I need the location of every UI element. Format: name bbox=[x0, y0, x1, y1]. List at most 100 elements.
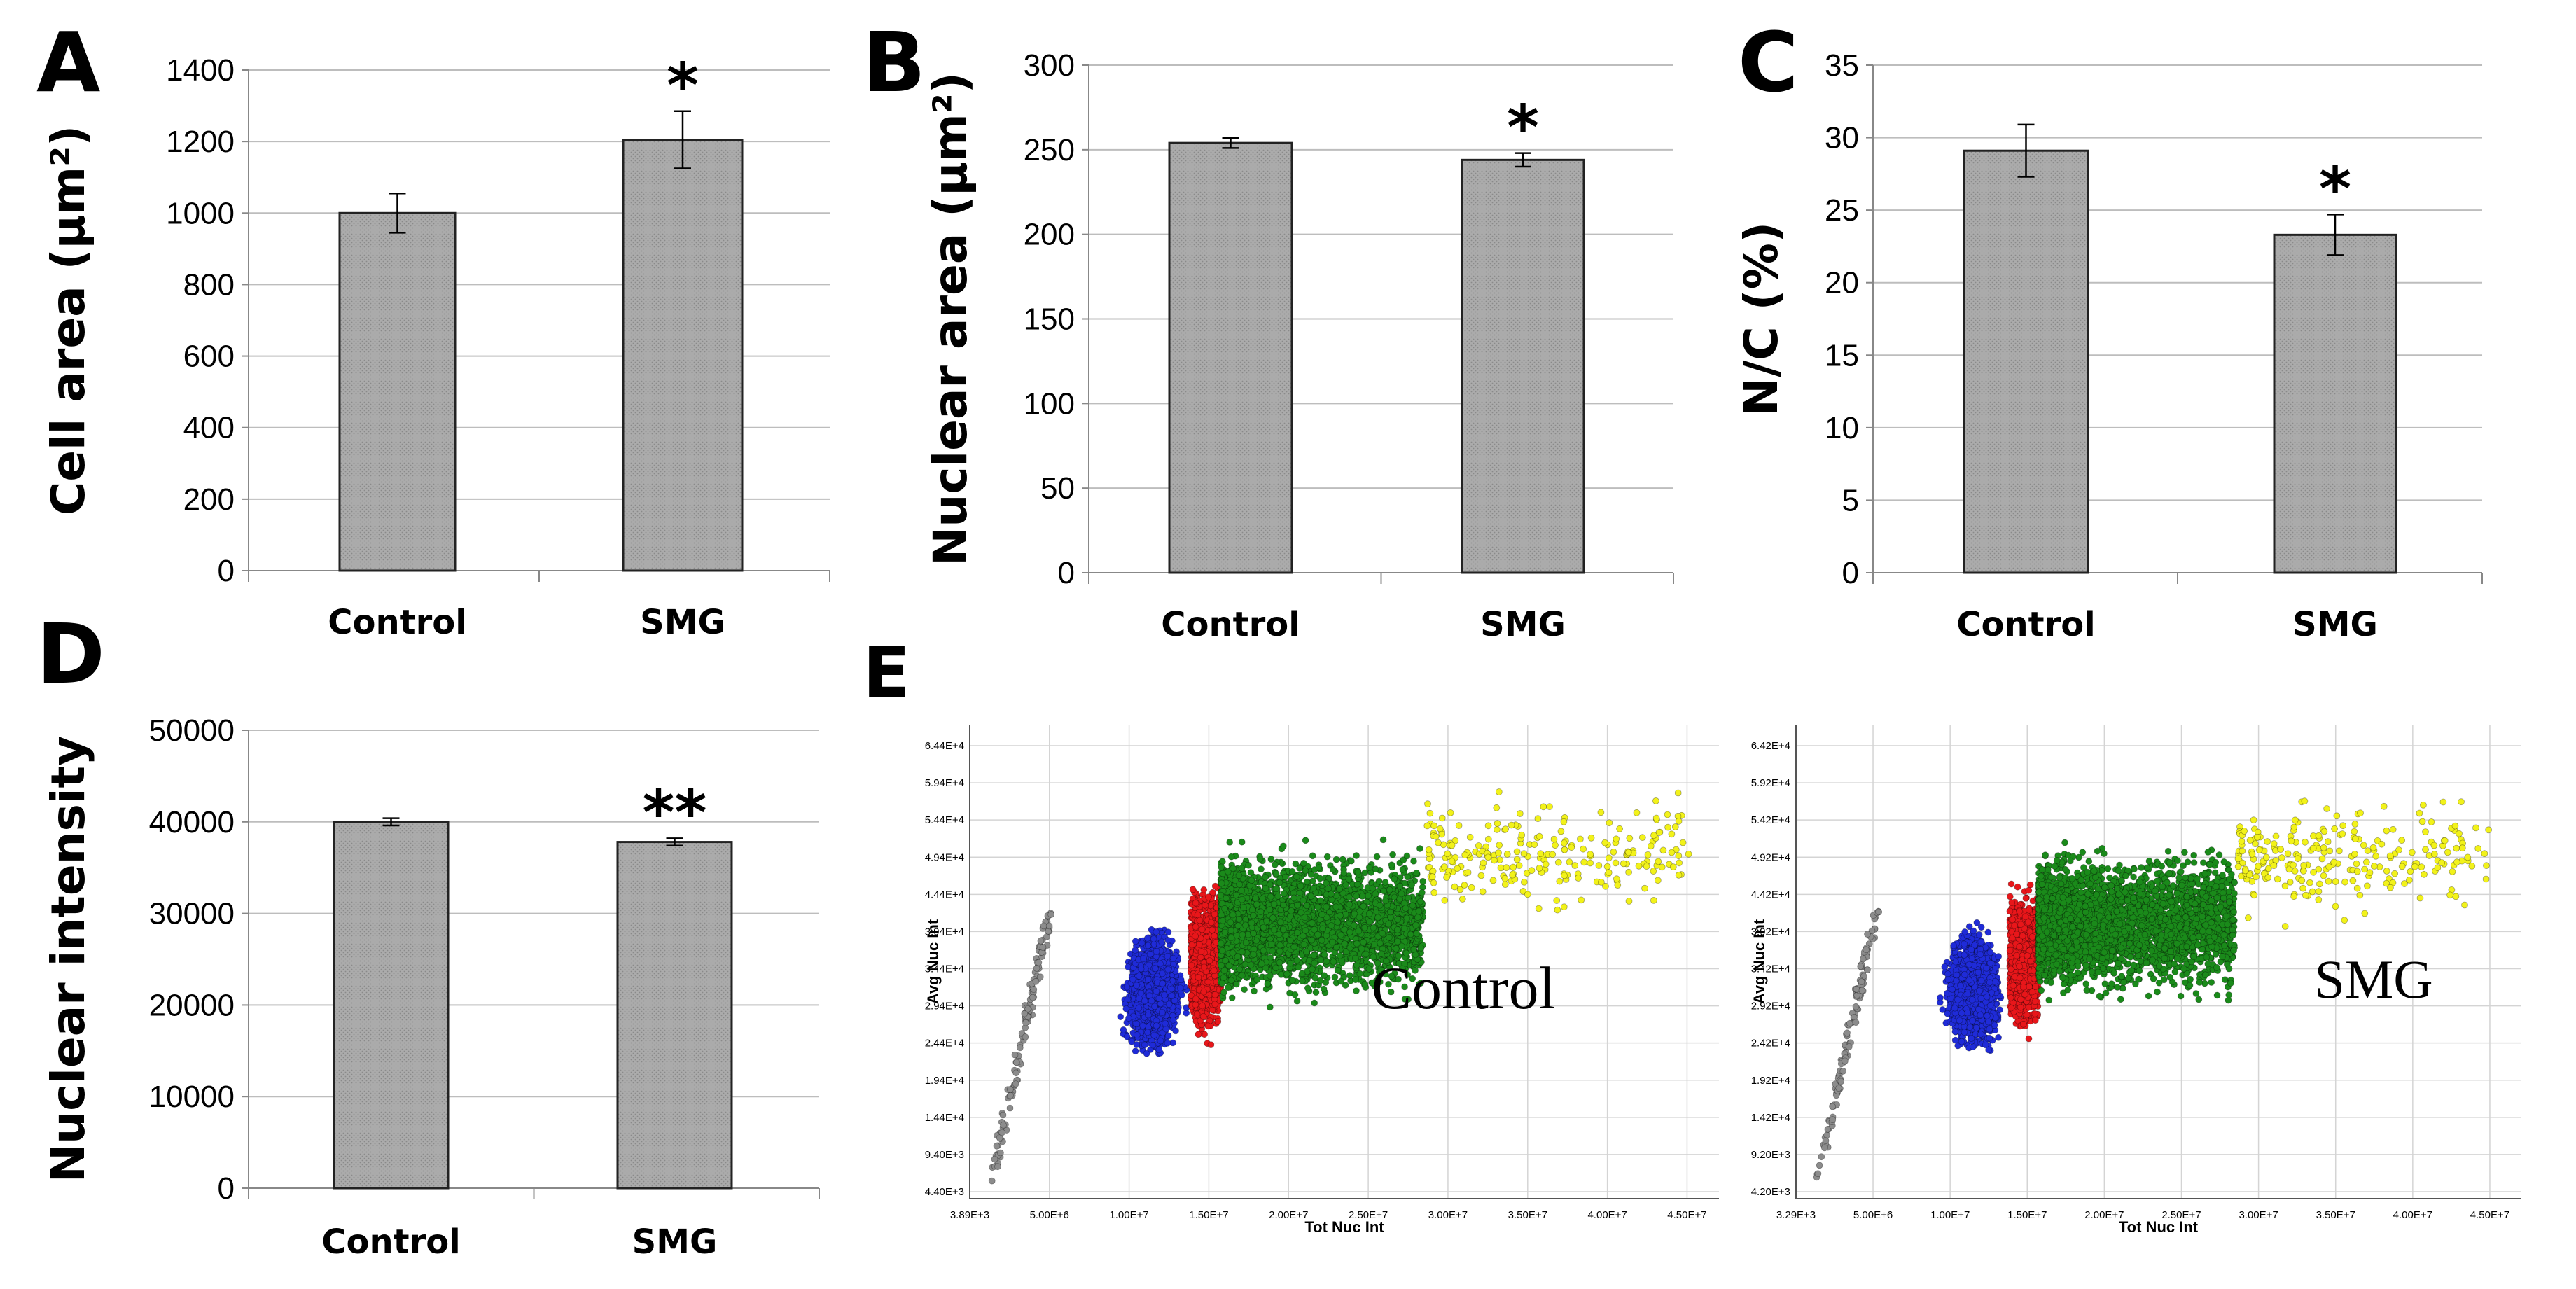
point-red bbox=[1196, 917, 1204, 924]
x-tick-label: 3.89E+3 bbox=[950, 1209, 989, 1221]
category-label: SMG bbox=[1480, 605, 1566, 644]
point-gray bbox=[1011, 1051, 1019, 1059]
point-blue bbox=[1144, 976, 1152, 983]
bar-smg bbox=[1461, 158, 1585, 574]
point-red bbox=[1206, 957, 1213, 964]
point-blue bbox=[1129, 975, 1136, 983]
y-tick-label: 800 bbox=[183, 267, 235, 302]
point-gray bbox=[1047, 911, 1054, 918]
point-blue bbox=[1125, 1015, 1132, 1022]
point-green bbox=[1238, 838, 1246, 846]
category-label: SMG bbox=[640, 603, 725, 642]
bar-smg bbox=[616, 841, 733, 1190]
point-red bbox=[1211, 991, 1219, 998]
y-tick-label: 1000 bbox=[166, 196, 235, 230]
point-red bbox=[1197, 954, 1204, 961]
significance-marker: * bbox=[1507, 92, 1539, 164]
point-gray bbox=[1006, 1104, 1014, 1112]
significance-marker: * bbox=[2319, 153, 2351, 225]
point-blue bbox=[1122, 1005, 1130, 1012]
bar-smg bbox=[622, 139, 744, 572]
point-green bbox=[1251, 987, 1258, 995]
point-gray bbox=[1032, 977, 1040, 985]
y-tick-label: 10000 bbox=[149, 1080, 235, 1114]
y-tick-label: 6.44E+4 bbox=[925, 740, 964, 752]
point-red bbox=[1195, 940, 1203, 948]
point-blue bbox=[1149, 1041, 1157, 1049]
y-tick-label: 20 bbox=[1825, 266, 1859, 300]
point-blue bbox=[1150, 935, 1157, 942]
point-gray bbox=[1029, 994, 1036, 1001]
x-tick-label: 4.00E+7 bbox=[1587, 1209, 1627, 1221]
y-tick-label: 0 bbox=[218, 1171, 235, 1206]
point-gray bbox=[994, 1163, 1001, 1171]
bar-control bbox=[338, 211, 457, 572]
y-axis-label: Nuclear intensity bbox=[41, 736, 95, 1183]
x-tick-label: 2.00E+7 bbox=[1269, 1209, 1308, 1221]
y-tick-label: 15 bbox=[1825, 338, 1859, 372]
point-blue bbox=[1161, 991, 1168, 998]
y-tick-label: 50000 bbox=[149, 713, 235, 748]
point-blue bbox=[1137, 989, 1145, 997]
y-tick-label: 3.94E+4 bbox=[925, 926, 964, 938]
category-label: Control bbox=[1161, 605, 1300, 644]
point-blue bbox=[1157, 960, 1164, 968]
bar-chart-cell-area: 0200400600800100012001400Control*SMGCell… bbox=[41, 50, 830, 642]
y-tick-label: 2.94E+4 bbox=[925, 1001, 964, 1012]
bar-control bbox=[1168, 141, 1293, 574]
y-axis-label: Cell area (µm²) bbox=[41, 125, 95, 515]
category-label: Control bbox=[328, 603, 466, 642]
point-gray bbox=[1022, 1033, 1029, 1040]
y-tick-label: 40000 bbox=[149, 805, 235, 839]
y-tick-label: 1200 bbox=[166, 125, 235, 159]
bar-chart-nuclear-intensity: 01000020000300004000050000Control**SMGNu… bbox=[41, 713, 820, 1262]
y-tick-label: 25 bbox=[1825, 193, 1859, 228]
point-blue bbox=[1132, 1047, 1139, 1055]
panel-letter-d: D bbox=[36, 606, 105, 702]
y-tick-label: 1400 bbox=[166, 53, 235, 88]
y-tick-label: 10 bbox=[1825, 411, 1859, 445]
point-red bbox=[1200, 886, 1208, 893]
bar-smg bbox=[2273, 233, 2397, 574]
point-red bbox=[1209, 1006, 1216, 1014]
point-gray bbox=[988, 1177, 996, 1185]
panel-letter-e: E bbox=[863, 632, 910, 713]
point-green bbox=[1373, 853, 1381, 861]
y-tick-label: 4.40E+3 bbox=[925, 1186, 964, 1198]
point-blue bbox=[1141, 997, 1148, 1005]
point-red bbox=[1199, 1002, 1206, 1010]
y-tick-label: 4.94E+4 bbox=[925, 851, 964, 863]
y-tick-label: 20000 bbox=[149, 988, 235, 1022]
point-blue bbox=[1153, 988, 1160, 995]
y-tick-label: 5.44E+4 bbox=[925, 814, 964, 826]
point-red bbox=[1211, 932, 1218, 940]
point-gray bbox=[1045, 922, 1053, 930]
point-red bbox=[1207, 1041, 1215, 1048]
point-blue bbox=[1132, 947, 1139, 954]
point-blue bbox=[1138, 940, 1146, 947]
point-blue bbox=[1155, 1046, 1163, 1054]
y-tick-label: 2.44E+4 bbox=[925, 1038, 964, 1050]
y-tick-label: 4.44E+4 bbox=[925, 889, 964, 900]
point-red bbox=[1188, 961, 1195, 969]
point-blue bbox=[1143, 935, 1151, 942]
x-tick-label: 2.50E+7 bbox=[1349, 1209, 1388, 1221]
x-tick-label: 3.00E+7 bbox=[1428, 1209, 1468, 1221]
point-blue bbox=[1159, 980, 1167, 987]
point-red bbox=[1199, 1013, 1207, 1020]
point-blue bbox=[1128, 1038, 1136, 1045]
point-gray bbox=[1007, 1092, 1014, 1099]
significance-marker: * bbox=[667, 50, 699, 122]
point-blue bbox=[1164, 1039, 1171, 1047]
point-gray bbox=[999, 1111, 1007, 1119]
point-red bbox=[1195, 1031, 1202, 1038]
point-red bbox=[1189, 886, 1197, 893]
panel-letter-b: B bbox=[863, 14, 926, 111]
point-gray bbox=[991, 1155, 998, 1163]
point-blue bbox=[1157, 1037, 1164, 1045]
point-green bbox=[1267, 856, 1275, 863]
point-blue bbox=[1141, 1041, 1148, 1049]
y-tick-label: 300 bbox=[1024, 48, 1075, 83]
